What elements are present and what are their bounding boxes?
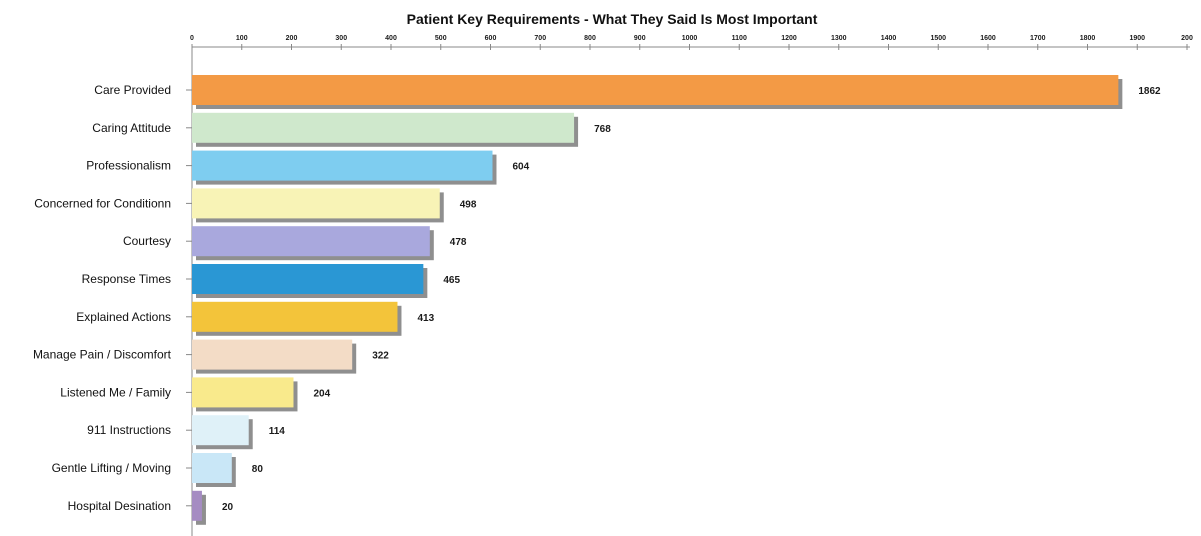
category-label: Care Provided	[94, 83, 171, 97]
bars	[192, 75, 1123, 525]
x-tick-label: 1000	[682, 35, 698, 42]
x-tick-label: 900	[634, 35, 646, 42]
bar	[192, 264, 424, 294]
bar	[192, 339, 353, 370]
category-label: Manage Pain / Discomfort	[33, 348, 172, 362]
bar	[192, 150, 493, 181]
data-label: 498	[460, 199, 477, 210]
category-label: Hospital Desination	[68, 499, 171, 513]
data-label: 465	[443, 275, 460, 286]
x-axis-ticks: 0 100 200 300 400 500 600 700 800 900 1000 1100 1200…	[190, 35, 1193, 50]
bar	[192, 226, 430, 257]
x-tick-label: 400	[385, 35, 397, 42]
bar	[192, 453, 232, 483]
category-label: Concerned for Conditionn	[34, 196, 171, 210]
category-label: Response Times	[82, 272, 171, 286]
bar	[192, 301, 398, 332]
category-label: Caring Attitude	[92, 121, 171, 135]
x-tick-label: 1700	[1030, 35, 1046, 42]
data-label: 1862	[1138, 86, 1161, 97]
x-tick-label: 1900	[1129, 35, 1145, 42]
data-label: 80	[252, 464, 264, 475]
category-labels: Care Provided Caring Attitude Professional…	[33, 83, 192, 513]
x-tick-label: 300	[335, 35, 347, 42]
x-tick-label: 1400	[881, 35, 897, 42]
category-label: Explained Actions	[76, 310, 171, 324]
chart-title: Patient Key Requirements - What They Sai…	[407, 11, 818, 27]
bar	[192, 112, 575, 143]
category-label: Courtesy	[123, 234, 171, 248]
data-label: 604	[512, 162, 529, 173]
bar	[192, 377, 294, 408]
x-tick-label: 0	[190, 35, 194, 42]
x-tick-label: 1300	[831, 35, 847, 42]
bar	[192, 415, 249, 446]
x-tick-label: 1200	[781, 35, 797, 42]
data-label: 478	[450, 237, 467, 248]
category-label: Gentle Lifting / Moving	[52, 461, 171, 475]
x-tick-label: 100	[236, 35, 248, 42]
x-tick-label: 800	[584, 35, 596, 42]
x-tick-label: 500	[435, 35, 447, 42]
bar	[192, 75, 1119, 105]
bar	[192, 490, 202, 521]
data-label: 114	[269, 426, 286, 437]
data-label: 413	[417, 313, 434, 324]
bar	[192, 188, 440, 219]
category-label: Professionalism	[86, 159, 171, 173]
x-tick-label: 1500	[930, 35, 946, 42]
x-tick-label: 1600	[980, 35, 996, 42]
data-label: 204	[313, 388, 330, 399]
data-label: 322	[372, 351, 389, 362]
x-tick-label: 1800	[1080, 35, 1096, 42]
x-tick-label: 1100	[732, 35, 747, 42]
category-label: Listened Me / Family	[60, 385, 171, 399]
data-label: 768	[594, 124, 611, 135]
x-tick-label: 600	[485, 35, 497, 42]
x-tick-label: 700	[534, 35, 546, 42]
x-tick-label: 200	[286, 35, 298, 42]
category-label: 911 Instructions	[87, 423, 171, 437]
data-labels: 1862 768 604 498 478 465 413 322 204 114 80 20	[222, 86, 1161, 513]
x-tick-label: 200	[1181, 35, 1193, 42]
data-label: 20	[222, 502, 234, 513]
